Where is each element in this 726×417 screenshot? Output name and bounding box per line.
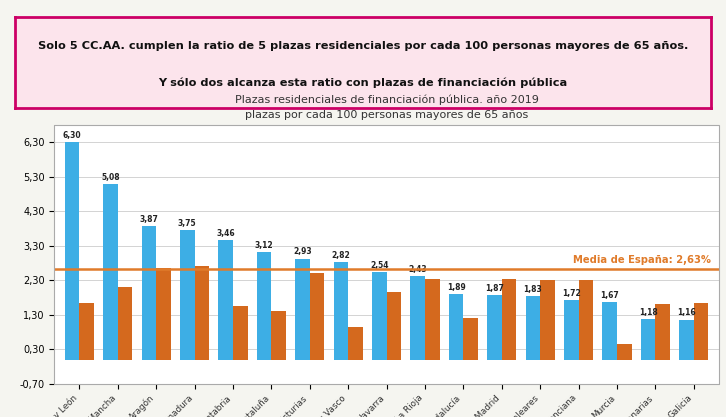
Bar bbox=[156, 268, 171, 359]
Text: Solo 5 CC.AA. cumplen la ratio de 5 plazas residenciales por cada 100 personas m: Solo 5 CC.AA. cumplen la ratio de 5 plaz… bbox=[38, 41, 688, 51]
Bar bbox=[387, 292, 401, 359]
Bar bbox=[680, 319, 694, 359]
Bar bbox=[348, 327, 363, 359]
Bar bbox=[617, 344, 632, 359]
Text: 2,43: 2,43 bbox=[409, 265, 427, 274]
Bar bbox=[257, 252, 272, 359]
Bar bbox=[641, 319, 656, 359]
Text: 3,12: 3,12 bbox=[255, 241, 274, 250]
Bar bbox=[295, 259, 310, 359]
Bar bbox=[410, 276, 425, 359]
Bar bbox=[540, 280, 555, 359]
Bar bbox=[656, 304, 670, 359]
Title: Plazas residenciales de financiación pública. año 2019
plazas por cada 100 perso: Plazas residenciales de financiación púb… bbox=[234, 95, 539, 120]
Bar bbox=[65, 142, 79, 359]
Bar bbox=[310, 273, 325, 359]
Text: 6,30: 6,30 bbox=[63, 131, 81, 140]
Bar bbox=[103, 184, 118, 359]
Bar bbox=[487, 295, 502, 359]
Text: 3,75: 3,75 bbox=[178, 219, 197, 228]
Bar bbox=[425, 279, 439, 359]
Bar bbox=[526, 296, 540, 359]
Text: 1,72: 1,72 bbox=[562, 289, 581, 298]
Bar bbox=[694, 303, 709, 359]
Text: 3,46: 3,46 bbox=[216, 229, 235, 238]
Text: 1,89: 1,89 bbox=[446, 283, 465, 292]
Bar bbox=[334, 262, 348, 359]
Bar bbox=[372, 272, 387, 359]
Bar bbox=[579, 280, 593, 359]
Bar bbox=[502, 279, 516, 359]
Text: 1,67: 1,67 bbox=[600, 291, 619, 300]
Bar bbox=[118, 287, 132, 359]
Bar bbox=[195, 266, 209, 359]
Bar bbox=[449, 294, 463, 359]
Bar bbox=[463, 318, 478, 359]
Text: 1,87: 1,87 bbox=[485, 284, 504, 293]
Text: Media de España: 2,63%: Media de España: 2,63% bbox=[573, 255, 711, 265]
Text: 2,82: 2,82 bbox=[332, 251, 350, 260]
Bar bbox=[603, 302, 617, 359]
Text: 2,93: 2,93 bbox=[293, 247, 311, 256]
Bar bbox=[142, 226, 156, 359]
Bar bbox=[272, 311, 286, 359]
Bar bbox=[79, 303, 94, 359]
Text: 2,54: 2,54 bbox=[370, 261, 388, 270]
Text: 5,08: 5,08 bbox=[101, 173, 120, 182]
Text: 1,18: 1,18 bbox=[639, 308, 658, 317]
Bar bbox=[219, 240, 233, 359]
Bar bbox=[233, 306, 248, 359]
Text: 1,83: 1,83 bbox=[523, 285, 542, 294]
Text: 1,16: 1,16 bbox=[677, 309, 696, 317]
Bar bbox=[180, 230, 195, 359]
Text: 3,87: 3,87 bbox=[139, 215, 158, 224]
Bar bbox=[564, 300, 579, 359]
Text: Y sólo dos alcanza esta ratio con plazas de financiación pública: Y sólo dos alcanza esta ratio con plazas… bbox=[158, 78, 568, 88]
